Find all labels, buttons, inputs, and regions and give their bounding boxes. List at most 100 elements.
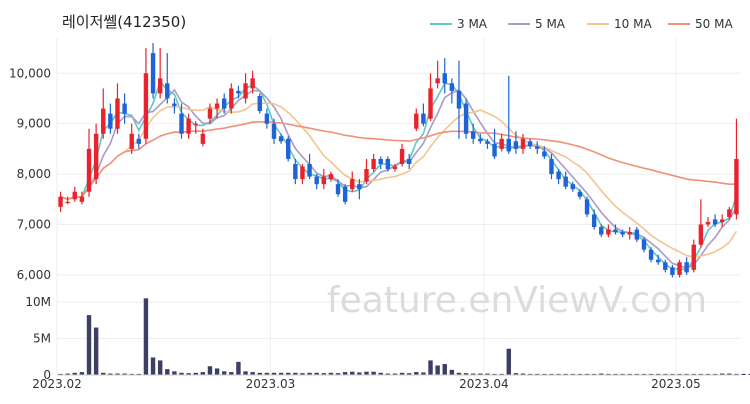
volume-bar [342,372,348,375]
candle [165,53,170,104]
volume-bar [506,348,511,375]
candle-body [108,113,113,129]
volume-bar [520,373,526,375]
candle [350,171,355,192]
candle [207,103,213,124]
candle-body [591,214,597,227]
volume-bar [65,373,70,375]
legend: 3 MA 5 MA 10 MA 50 MA [430,17,733,31]
candle-body [378,158,383,164]
candles [58,43,739,278]
candle-body [513,141,519,149]
candle-body [143,73,149,139]
candle-body [663,262,668,270]
candle-body [300,166,305,180]
candle-body [286,138,291,159]
volume-bar [150,357,156,375]
volume-bar [449,369,455,375]
candle-body [485,141,490,144]
candle [179,103,184,139]
volume-bar [335,373,341,375]
candle [115,83,120,134]
candle-body [406,158,412,164]
candle-body [229,88,234,109]
candle-body [520,138,526,149]
candle [506,75,511,154]
volume-bar [513,373,519,375]
candle [449,78,455,104]
watermark-text: feature.enViewV.com [327,280,707,321]
volume-bar [442,364,447,375]
candle-body [570,184,576,190]
candle-body [72,191,77,200]
candle-body [335,184,341,195]
candle-body [463,103,469,134]
candle [406,153,412,170]
volume-bar [364,371,369,375]
candle-body [478,138,483,142]
volume-bar [385,373,391,375]
volume-bar [357,372,362,375]
volume-bar [542,373,547,375]
volume-bar [435,365,440,375]
candle-body [271,123,277,139]
candle [399,143,405,167]
candle [613,224,618,235]
candle-body [655,259,661,263]
candle [172,98,177,114]
candle-body [613,229,618,233]
volume-bar [371,371,376,375]
candle-body [328,174,334,180]
volume-bar [214,368,220,375]
volume-bar [264,372,270,375]
candle [442,58,447,94]
legend-label: 5 MA [535,17,566,31]
candle [414,108,419,132]
candle [456,60,462,139]
volume-bar [350,371,355,375]
candle-body [250,78,255,89]
volume-bar [58,373,63,375]
volume-bar [591,373,597,375]
date-tick-label: 2023.05 [651,377,701,391]
volume-bar [570,373,576,375]
candle-body [136,138,142,144]
candle [143,48,149,144]
candle-body [179,113,184,134]
volume-bar [627,373,632,375]
candle-body [670,267,675,275]
volume-bar [677,373,682,375]
candle [392,164,398,172]
candle [705,216,711,227]
candle [86,128,92,197]
candle-body [243,83,248,99]
volume-bar [549,373,554,375]
candle [364,158,369,185]
candle-body [599,227,604,235]
candle [378,156,383,170]
volume-bar [392,373,398,375]
volume-bar [727,373,732,375]
candle-body [200,133,206,144]
volume-bar [165,369,170,375]
candle [264,108,270,129]
candle [492,128,497,159]
candle [684,257,689,275]
candle [342,184,348,205]
candle-body [492,143,497,157]
candle [108,103,113,134]
candle [435,60,440,89]
volume-bar [463,373,469,375]
ma-line-10 [60,102,738,258]
candle-body [684,262,689,273]
date-tick-label: 2023.04 [459,377,509,391]
volume-bar [307,372,312,375]
ma-line-50 [60,121,737,201]
candle-body [584,199,590,215]
candle-body [556,171,561,180]
date-tick-label: 2023.03 [246,377,296,391]
candle-body [691,244,696,270]
volume-bar [414,372,419,375]
candle-body [371,158,376,170]
candle-body [577,191,583,197]
